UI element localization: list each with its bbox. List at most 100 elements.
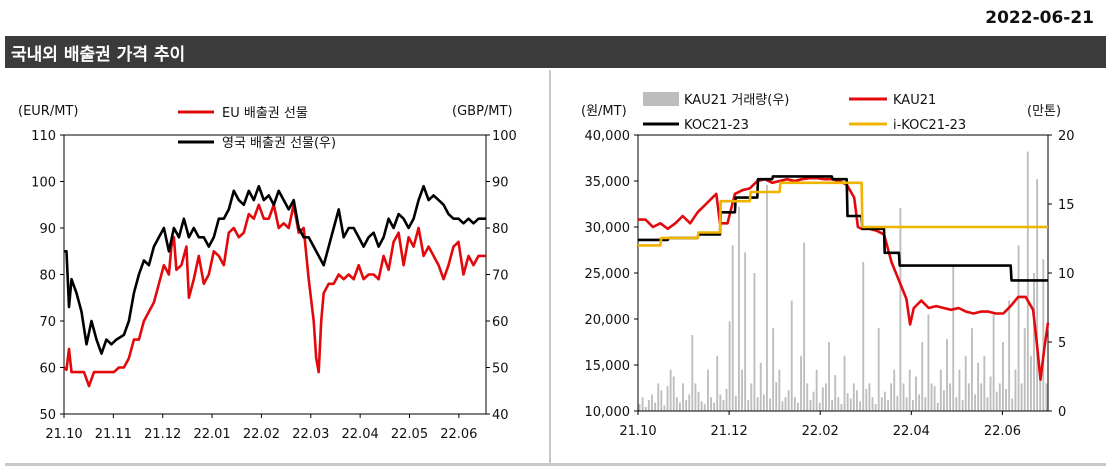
volume-bar xyxy=(641,397,644,411)
volume-bar xyxy=(657,383,660,411)
volume-bar xyxy=(812,391,815,411)
x-tick-label: 21.11 xyxy=(95,427,132,442)
volume-bar xyxy=(846,393,849,411)
volume-bar xyxy=(744,252,747,411)
volume-bar xyxy=(1020,383,1023,411)
volume-bar xyxy=(738,206,740,411)
x-tick-label: 22.02 xyxy=(243,427,280,442)
volume-bar xyxy=(666,386,669,411)
volume-bar xyxy=(896,395,899,411)
volume-bar xyxy=(980,383,983,411)
volume-bar xyxy=(949,383,952,411)
volume-bar xyxy=(862,262,865,411)
volume-bar xyxy=(719,394,722,411)
volume-bar xyxy=(856,390,858,411)
volume-bar xyxy=(877,328,880,411)
volume-bar xyxy=(893,369,896,411)
volume-bar xyxy=(849,398,852,411)
volume-bar xyxy=(865,388,868,411)
volume-bar xyxy=(697,391,700,411)
y-left-tick-label: 60 xyxy=(39,362,56,377)
volume-bar xyxy=(762,394,765,411)
volume-bar xyxy=(769,398,771,411)
legend-label-uk: 영국 배출권 선물(우) xyxy=(222,136,336,151)
volume-bar xyxy=(703,404,706,411)
volume-bar xyxy=(722,400,725,411)
volume-bar xyxy=(986,397,989,411)
series-line-2 xyxy=(638,181,1048,247)
y-right-tick-label: 20 xyxy=(1058,129,1075,144)
y-left-unit: (원/MT) xyxy=(581,104,627,119)
volume-bar xyxy=(874,404,877,411)
volume-bar xyxy=(818,402,821,411)
volume-bar xyxy=(825,383,827,411)
x-tick-label: 22.03 xyxy=(292,427,329,442)
volume-bar xyxy=(660,390,663,411)
volume-bar xyxy=(797,402,799,411)
volume-bar xyxy=(741,369,743,411)
y-right-tick-label: 0 xyxy=(1058,405,1066,420)
volume-bar xyxy=(809,400,812,411)
volume-bar xyxy=(952,266,955,411)
eu-uk-price-chart: 50 60 70 80 90 100 110 40 50 60 70 80 90 100 21.10 21.1… xyxy=(18,104,517,442)
volume-bar xyxy=(927,314,930,411)
y-right-tick-label: 40 xyxy=(492,408,509,423)
y-right-tick-label: 100 xyxy=(492,129,517,144)
volume-bar xyxy=(989,376,992,411)
y-right-tick-label: 70 xyxy=(492,269,509,284)
volume-bar xyxy=(899,208,902,411)
volume-bar xyxy=(688,394,691,411)
volume-bar xyxy=(803,242,806,411)
volume-bar xyxy=(644,406,647,411)
volume-bar xyxy=(933,386,936,411)
volume-bar xyxy=(775,382,778,411)
volume-bar xyxy=(908,369,911,411)
volume-bar xyxy=(930,383,933,411)
volume-bar xyxy=(868,383,871,411)
y-left-tick-label: 40,000 xyxy=(585,129,631,144)
y-left-tick-label: 15,000 xyxy=(585,359,631,374)
volume-bar xyxy=(669,369,672,411)
legend-swatch-volume xyxy=(643,92,679,106)
y-left-tick-label: 35,000 xyxy=(585,175,631,190)
plot-frame xyxy=(63,134,487,415)
volume-bar xyxy=(977,362,980,411)
volume-bar xyxy=(753,273,756,411)
volume-bar xyxy=(1005,388,1007,411)
y-right-tick-label: 60 xyxy=(492,315,509,330)
section-title: 국내외 배출권 가격 추이 xyxy=(11,45,186,65)
volume-bar xyxy=(983,355,986,411)
volume-bar xyxy=(747,400,750,411)
y-left-unit: (EUR/MT) xyxy=(18,104,78,119)
volume-bar xyxy=(716,355,719,411)
series-line-1 xyxy=(638,175,1048,282)
volume-bar xyxy=(772,328,775,411)
y-right-tick-label: 10 xyxy=(1058,267,1075,282)
volume-bar xyxy=(821,387,824,411)
volume-bar xyxy=(725,388,728,411)
volume-bar xyxy=(1030,355,1032,411)
volume-bar xyxy=(995,391,998,411)
volume-bar xyxy=(902,383,905,411)
y-left-tick-label: 100 xyxy=(31,176,56,191)
volume-bar xyxy=(939,369,942,411)
y-right-tick-label: 80 xyxy=(492,222,509,237)
volume-bar xyxy=(651,394,653,411)
volume-bar xyxy=(694,383,697,411)
volume-bar xyxy=(828,342,830,411)
series-line-0 xyxy=(638,176,1050,381)
volume-bar xyxy=(1023,328,1026,411)
volume-bar xyxy=(852,383,855,411)
volume-bar xyxy=(964,355,967,411)
volume-bar xyxy=(663,405,666,411)
y-right-unit: (GBP/MT) xyxy=(452,104,513,119)
volume-bar xyxy=(710,397,712,411)
volume-bar xyxy=(734,395,737,411)
volume-bar xyxy=(974,394,976,411)
y-left-tick-label: 80 xyxy=(39,269,56,284)
volume-bar xyxy=(731,245,734,411)
section-title-bar: 국내외 배출권 가격 추이 xyxy=(5,36,1106,68)
volume-bar xyxy=(1002,342,1004,411)
volume-bar xyxy=(691,335,694,411)
x-tick-label: 22.02 xyxy=(802,424,839,439)
